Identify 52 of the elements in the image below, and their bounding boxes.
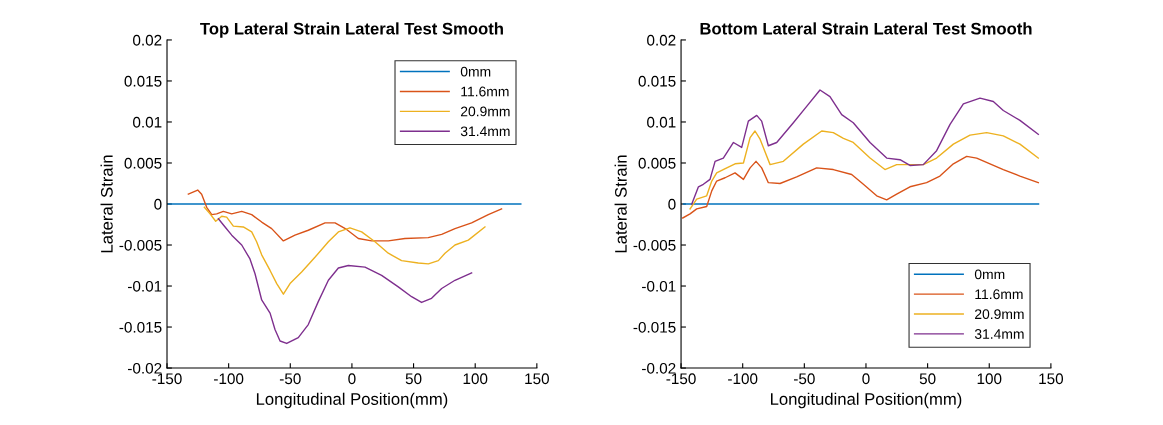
y-axis-title: Lateral Strain (614, 155, 627, 253)
y-tick-label: 0 (154, 198, 162, 210)
y-tick-label: -0.02 (128, 362, 162, 374)
x-tick-label: 100 (977, 373, 1002, 385)
x-tick-label: 100 (463, 373, 488, 385)
legend-label: 20.9mm (460, 106, 510, 117)
y-tick-label: -0.015 (119, 321, 162, 333)
y-tick-label: 0.015 (124, 75, 162, 87)
legend-label: 11.6mm (975, 289, 1023, 300)
line-series (217, 218, 473, 345)
y-tick-label: -0.015 (633, 321, 676, 333)
line-series (691, 89, 1040, 205)
y-tick-label: 0.005 (124, 157, 162, 169)
legend-label: 31.4mm (460, 126, 510, 137)
x-tick-label: 150 (525, 373, 549, 385)
x-tick-label: 50 (919, 373, 936, 385)
x-tick-label: -150 (666, 373, 696, 385)
y-tick-label: -0.01 (642, 280, 676, 292)
x-tick-label: 50 (405, 373, 422, 385)
legend-label: 0mm (460, 66, 491, 77)
x-axis-title: Longitudinal Position(mm) (256, 392, 448, 409)
y-tick-label: 0.02 (133, 34, 162, 46)
y-tick-label: 0.015 (638, 75, 676, 87)
line-series (203, 206, 486, 295)
x-tick-label: 0 (862, 373, 870, 385)
y-tick-label: -0.005 (119, 239, 162, 251)
line-series (187, 189, 503, 242)
x-tick-label: -50 (279, 373, 301, 385)
x-tick-label: -100 (728, 373, 758, 385)
legend-label: 11.6mm (461, 86, 509, 97)
x-tick-label: -150 (152, 373, 182, 385)
y-tick-label: -0.005 (633, 239, 676, 251)
legend-label: 20.9mm (975, 309, 1024, 320)
x-tick-label: -100 (214, 373, 244, 385)
y-tick-label: 0.02 (647, 34, 676, 46)
line-series (682, 155, 1040, 219)
y-tick-label: -0.01 (128, 280, 162, 292)
x-tick-label: 150 (1039, 373, 1064, 385)
x-tick-label: -50 (793, 373, 815, 385)
y-tick-label: 0.01 (647, 116, 676, 128)
y-tick-label: 0.005 (638, 157, 676, 169)
chart-title: Bottom Lateral Strain Lateral Test Smooth (700, 22, 1032, 35)
y-tick-label: 0 (668, 198, 676, 210)
line-series (689, 130, 1040, 210)
y-axis-title: Lateral Strain (100, 155, 113, 253)
x-tick-label: 0 (348, 373, 356, 385)
y-tick-label: -0.02 (642, 362, 676, 374)
y-tick-label: 0.01 (133, 116, 162, 128)
legend-label: 31.4mm (974, 329, 1024, 339)
legend-label: 0mm (974, 269, 1005, 280)
x-axis-title: Longitudinal Position(mm) (771, 392, 962, 409)
chart-title: Top Lateral Strain Lateral Test Smooth (200, 22, 503, 38)
